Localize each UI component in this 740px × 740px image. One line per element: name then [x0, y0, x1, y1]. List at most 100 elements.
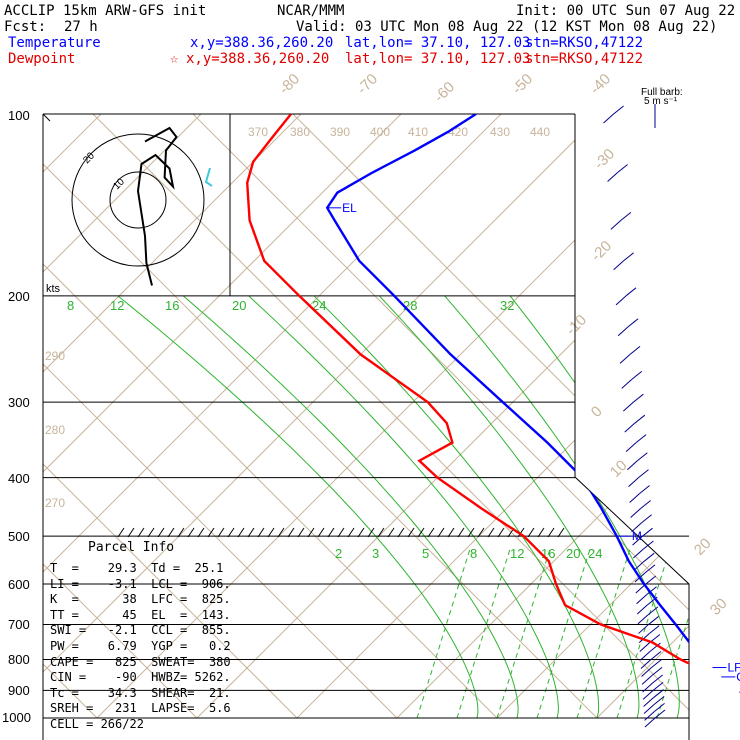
- dry-adiabat-line: [43, 114, 198, 719]
- wind-barb: [643, 689, 664, 707]
- dry-adiabat-line: [43, 114, 298, 719]
- wind-barb-staff: [641, 667, 652, 677]
- wind-barbs: [603, 104, 666, 728]
- sounding-series: [245, 114, 689, 720]
- moist-adiabat-label: 12: [110, 298, 124, 313]
- wind-barb-flag: [613, 105, 624, 115]
- hatch-mark: [147, 527, 155, 538]
- hatch-mark: [517, 527, 525, 538]
- wind-barb-flag: [654, 702, 665, 712]
- wind-barb-staff: [628, 477, 639, 488]
- wind-barb-staff: [632, 535, 643, 546]
- dry-adiabat-label: 380: [290, 125, 310, 139]
- parcel-info-row: CAPE = 825 SWEAT= 380: [50, 654, 231, 669]
- marker-label: LFC: [727, 661, 740, 675]
- dewpoint-xy: x,y=388.36,260.20: [186, 51, 330, 67]
- marker-ccl: CCL: [721, 670, 740, 684]
- wind-barb: [617, 318, 639, 337]
- hatch-mark: [537, 527, 545, 538]
- wind-barb-flag: [631, 370, 643, 380]
- wind-barb-staff: [636, 594, 647, 605]
- wind-barb-staff: [639, 642, 651, 652]
- hodograph-corner-tick: [42, 113, 51, 122]
- wind-barb-flag: [639, 485, 650, 494]
- temperature-profile: [325, 114, 689, 720]
- mixing-ratio-label: 8: [470, 546, 477, 561]
- wind-barb-flag: [627, 318, 639, 328]
- hatch-mark: [447, 527, 455, 538]
- moist-adiabat-label: 24: [312, 298, 326, 313]
- isotherm-line: [496, 114, 689, 719]
- hatch-mark: [217, 527, 225, 538]
- hatch-mark: [347, 527, 355, 538]
- moist-adiabat-label: 8: [67, 298, 74, 313]
- parcel-info-row: SREH = 231 LAPSE= 5.6: [50, 701, 231, 716]
- wind-barb: [632, 527, 653, 546]
- isotherm-label: -70: [354, 70, 381, 97]
- hodograph-ring: [71, 133, 205, 267]
- wind-barb-flag: [651, 666, 663, 676]
- hatch-mark: [187, 527, 195, 538]
- wind-barb: [633, 540, 654, 559]
- dewpoint-station: stn=RKSO,47122: [525, 51, 644, 67]
- wind-barb-flag: [651, 659, 662, 668]
- dry-adiabat-line: [43, 114, 398, 719]
- mixing-ratio-line: [656, 546, 689, 719]
- mixing-ratio-line: [496, 546, 552, 719]
- hatch-mark: [407, 527, 415, 538]
- mixing-ratio-label: 5: [422, 546, 429, 561]
- hatch-mark: [337, 527, 345, 538]
- dewpoint-profile: [245, 114, 689, 719]
- hodograph: [42, 113, 213, 286]
- plot-frame: [42, 114, 690, 740]
- parcel-info-row: CELL = 266/22: [50, 717, 144, 731]
- wind-barb-staff: [621, 378, 633, 389]
- wind-barb-flag: [640, 500, 651, 509]
- marker-lfc: LFC: [712, 661, 740, 675]
- hodograph-units: kts: [46, 283, 61, 295]
- isotherm-line: [43, 114, 502, 719]
- dry-adiabat-line: [43, 114, 598, 719]
- p-label-100: 100: [8, 108, 30, 123]
- dry-adiabat-label: 370: [248, 125, 268, 139]
- p-label-1000: 1000: [2, 710, 31, 725]
- wind-barb-flag: [637, 452, 648, 462]
- wind-barb-flag: [652, 674, 663, 684]
- isotherm-line: [43, 114, 202, 719]
- isotherm-line: [43, 114, 302, 719]
- wind-barb-staff: [630, 508, 641, 518]
- hatch-mark: [227, 527, 235, 538]
- hatch-mark: [127, 527, 135, 538]
- wind-barb-flag: [638, 469, 649, 479]
- hatch-mark: [457, 527, 465, 538]
- isotherm-label: -50: [509, 70, 536, 97]
- hatch-mark: [397, 527, 405, 538]
- dry-adiabat-line: [43, 114, 689, 719]
- wind-barb-flag: [625, 287, 637, 297]
- hatch-mark: [257, 527, 265, 538]
- mixing-ratio-line: [536, 546, 592, 719]
- wind-barb-staff: [631, 522, 642, 533]
- wind-barb-flag: [623, 252, 634, 262]
- wind-barb-flag: [633, 393, 644, 403]
- hatch-mark: [307, 527, 315, 538]
- wind-barb-staff: [617, 326, 629, 337]
- dry-adiabat-label: 430: [490, 125, 510, 139]
- wind-barb-staff: [633, 560, 645, 571]
- barb-legend-line2: 5 m s⁻¹: [644, 96, 678, 107]
- dry-adiabat-label: 270: [45, 496, 65, 510]
- p-label-600: 600: [8, 577, 30, 592]
- hatch-mark: [527, 527, 535, 538]
- isotherm-label: 10: [607, 457, 631, 481]
- fcst-value: 27 h: [64, 19, 98, 35]
- hatch-mark: [267, 527, 275, 538]
- mixing-ratio-label: 2: [335, 546, 342, 561]
- mixing-ratio-line: [416, 546, 472, 719]
- hatch-mark: [237, 527, 245, 538]
- hatch-mark: [547, 527, 555, 538]
- org-label: NCAR/MMM: [277, 3, 345, 19]
- wind-barb: [627, 452, 648, 471]
- temperature-xy: x,y=388.36,260.20: [190, 35, 334, 51]
- wind-barb-flag: [650, 651, 662, 660]
- wind-barb-flag: [643, 552, 655, 562]
